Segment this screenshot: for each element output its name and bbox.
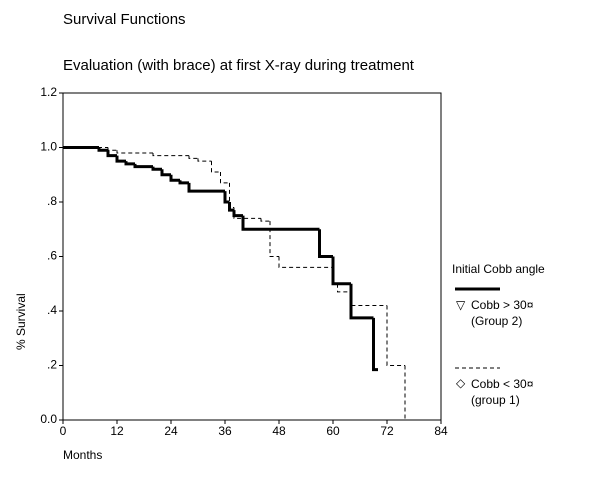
- survival-step: [116, 150, 153, 154]
- survival-step: [229, 182, 234, 208]
- x-tick-label: 48: [272, 424, 286, 438]
- y-tick-label: 0.0: [40, 412, 57, 426]
- survival-step: [220, 172, 230, 184]
- survival-step: [337, 283, 351, 293]
- survival-step: [188, 155, 198, 159]
- survival-step: [318, 229, 333, 258]
- survival-step: [115, 155, 126, 163]
- survival-step: [331, 256, 351, 286]
- survival-step: [372, 317, 378, 372]
- survival-step: [124, 161, 135, 166]
- survival-step: [350, 291, 387, 307]
- y-tick-label: .6: [47, 249, 57, 263]
- survival-step: [349, 283, 374, 320]
- legend-entry: Cobb > 30¤ (Group 2): [471, 298, 534, 328]
- survival-step: [260, 218, 270, 222]
- plot-frame: [62, 92, 442, 421]
- survival-step: [107, 147, 117, 151]
- legend-marker: ▽: [456, 298, 466, 312]
- y-tick-label: 1.2: [40, 85, 57, 99]
- y-tick-label: 1.0: [40, 140, 57, 154]
- survival-step: [178, 180, 189, 185]
- survival-step: [386, 305, 405, 366]
- x-tick-label: 12: [110, 424, 124, 438]
- survival-step: [233, 207, 261, 219]
- survival-step: [151, 166, 162, 171]
- survival-step: [197, 158, 212, 162]
- survival-step: [97, 147, 108, 152]
- x-tick-label: 84: [434, 424, 448, 438]
- survival-step: [232, 210, 243, 218]
- x-tick-label: 72: [380, 424, 394, 438]
- y-axis-label: % Survival: [14, 293, 28, 350]
- survival-step: [223, 191, 230, 204]
- legend-entry: Cobb < 30¤ (group 1): [471, 377, 534, 407]
- survival-step: [133, 163, 153, 169]
- survival-step: [278, 256, 333, 268]
- chart-subtitle: Evaluation (with brace) at first X-ray d…: [63, 57, 415, 74]
- survival-step: [332, 267, 338, 285]
- chart-title: Survival Functions: [63, 11, 186, 28]
- survival-step: [152, 152, 189, 157]
- survival-step: [241, 215, 320, 231]
- y-tick-label: .8: [47, 194, 57, 208]
- x-tick-label: 0: [60, 424, 67, 438]
- survival-step: [228, 202, 234, 212]
- survival-step: [211, 161, 221, 173]
- x-tick-label: 60: [326, 424, 340, 438]
- y-tick-label: .2: [47, 358, 57, 372]
- survival-step: [169, 174, 180, 182]
- legend-title: Initial Cobb angle: [452, 262, 545, 276]
- x-axis-label: Months: [63, 448, 102, 462]
- survival-step: [187, 182, 225, 193]
- x-tick-label: 24: [164, 424, 178, 438]
- survival-step: [269, 221, 279, 257]
- survival-step: [160, 169, 171, 177]
- y-tick-label: .4: [47, 303, 57, 317]
- legend-marker: ◇: [456, 376, 466, 390]
- x-tick-label: 36: [218, 424, 232, 438]
- survival-step: [106, 150, 117, 158]
